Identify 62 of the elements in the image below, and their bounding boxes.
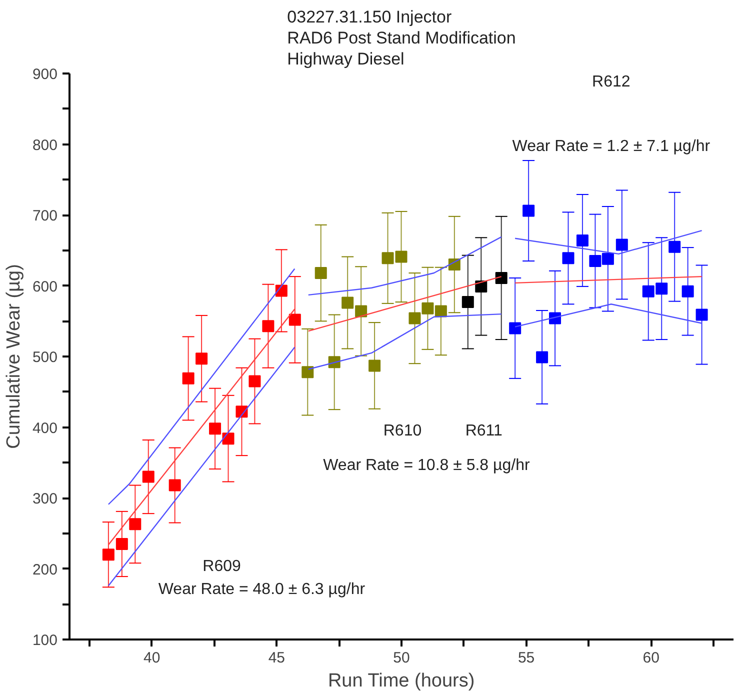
point xyxy=(288,314,301,326)
point xyxy=(248,375,261,388)
annotation: R609 xyxy=(202,558,241,576)
annotation: Wear Rate = 10.8 ± 5.8 µg/hr xyxy=(323,456,530,474)
point xyxy=(434,305,447,318)
point xyxy=(576,234,588,246)
x-axis-title: Run Time (hours) xyxy=(328,670,475,692)
y-tick-label: 900 xyxy=(32,66,58,83)
y-tick-label: 500 xyxy=(32,349,58,366)
y-axis-title: Cumulative Wear (µg) xyxy=(3,264,24,449)
y-tick-label: 100 xyxy=(32,632,58,649)
x-tick-label: 40 xyxy=(144,650,160,666)
point xyxy=(509,322,522,334)
point xyxy=(314,267,327,280)
point xyxy=(342,296,354,309)
point xyxy=(522,204,535,217)
annotation: R611 xyxy=(465,422,503,440)
annotation: R610 xyxy=(383,422,422,440)
y-tick-label: 700 xyxy=(32,208,58,224)
point xyxy=(422,302,434,314)
x-tick-label: 60 xyxy=(642,650,660,666)
point xyxy=(668,240,681,253)
point xyxy=(495,272,508,284)
point xyxy=(129,518,142,530)
point xyxy=(368,360,381,372)
x-tick-label: 55 xyxy=(518,650,535,666)
point xyxy=(168,479,181,492)
point xyxy=(536,351,548,364)
line-series xyxy=(308,236,502,296)
point xyxy=(602,252,614,265)
point xyxy=(562,252,574,264)
point xyxy=(102,548,114,561)
point xyxy=(222,432,234,445)
x-tick-label: 45 xyxy=(268,650,286,666)
y-tick-label: 600 xyxy=(32,278,58,296)
point xyxy=(656,282,668,295)
point xyxy=(116,538,128,550)
point xyxy=(196,352,208,365)
point xyxy=(302,366,314,378)
point xyxy=(209,422,222,435)
point xyxy=(696,308,708,321)
annotation: Wear Rate = 1.2 ± 7.1 µg/hr xyxy=(512,138,711,155)
point xyxy=(616,238,628,251)
point xyxy=(182,372,194,384)
point xyxy=(262,320,274,332)
point xyxy=(382,252,394,264)
y-tick-label: 200 xyxy=(32,561,58,578)
point xyxy=(355,305,368,318)
annotation: R612 xyxy=(592,73,630,90)
point xyxy=(142,470,154,483)
point xyxy=(589,254,602,267)
y-tick-label: 300 xyxy=(32,490,58,508)
x-tick-label: 50 xyxy=(393,650,410,666)
point xyxy=(642,285,654,298)
point xyxy=(395,250,408,263)
chart-title: 03227.31.150 Injector RAD6 Post Stand Modification Highway Diesel xyxy=(287,8,516,68)
annotation: Wear Rate = 48.0 ± 6.3 µg/hr xyxy=(158,580,366,598)
point xyxy=(408,312,421,324)
point xyxy=(462,296,474,308)
y-tick-label: 800 xyxy=(32,136,58,154)
y-tick-label: 400 xyxy=(32,420,58,437)
point xyxy=(682,285,694,298)
